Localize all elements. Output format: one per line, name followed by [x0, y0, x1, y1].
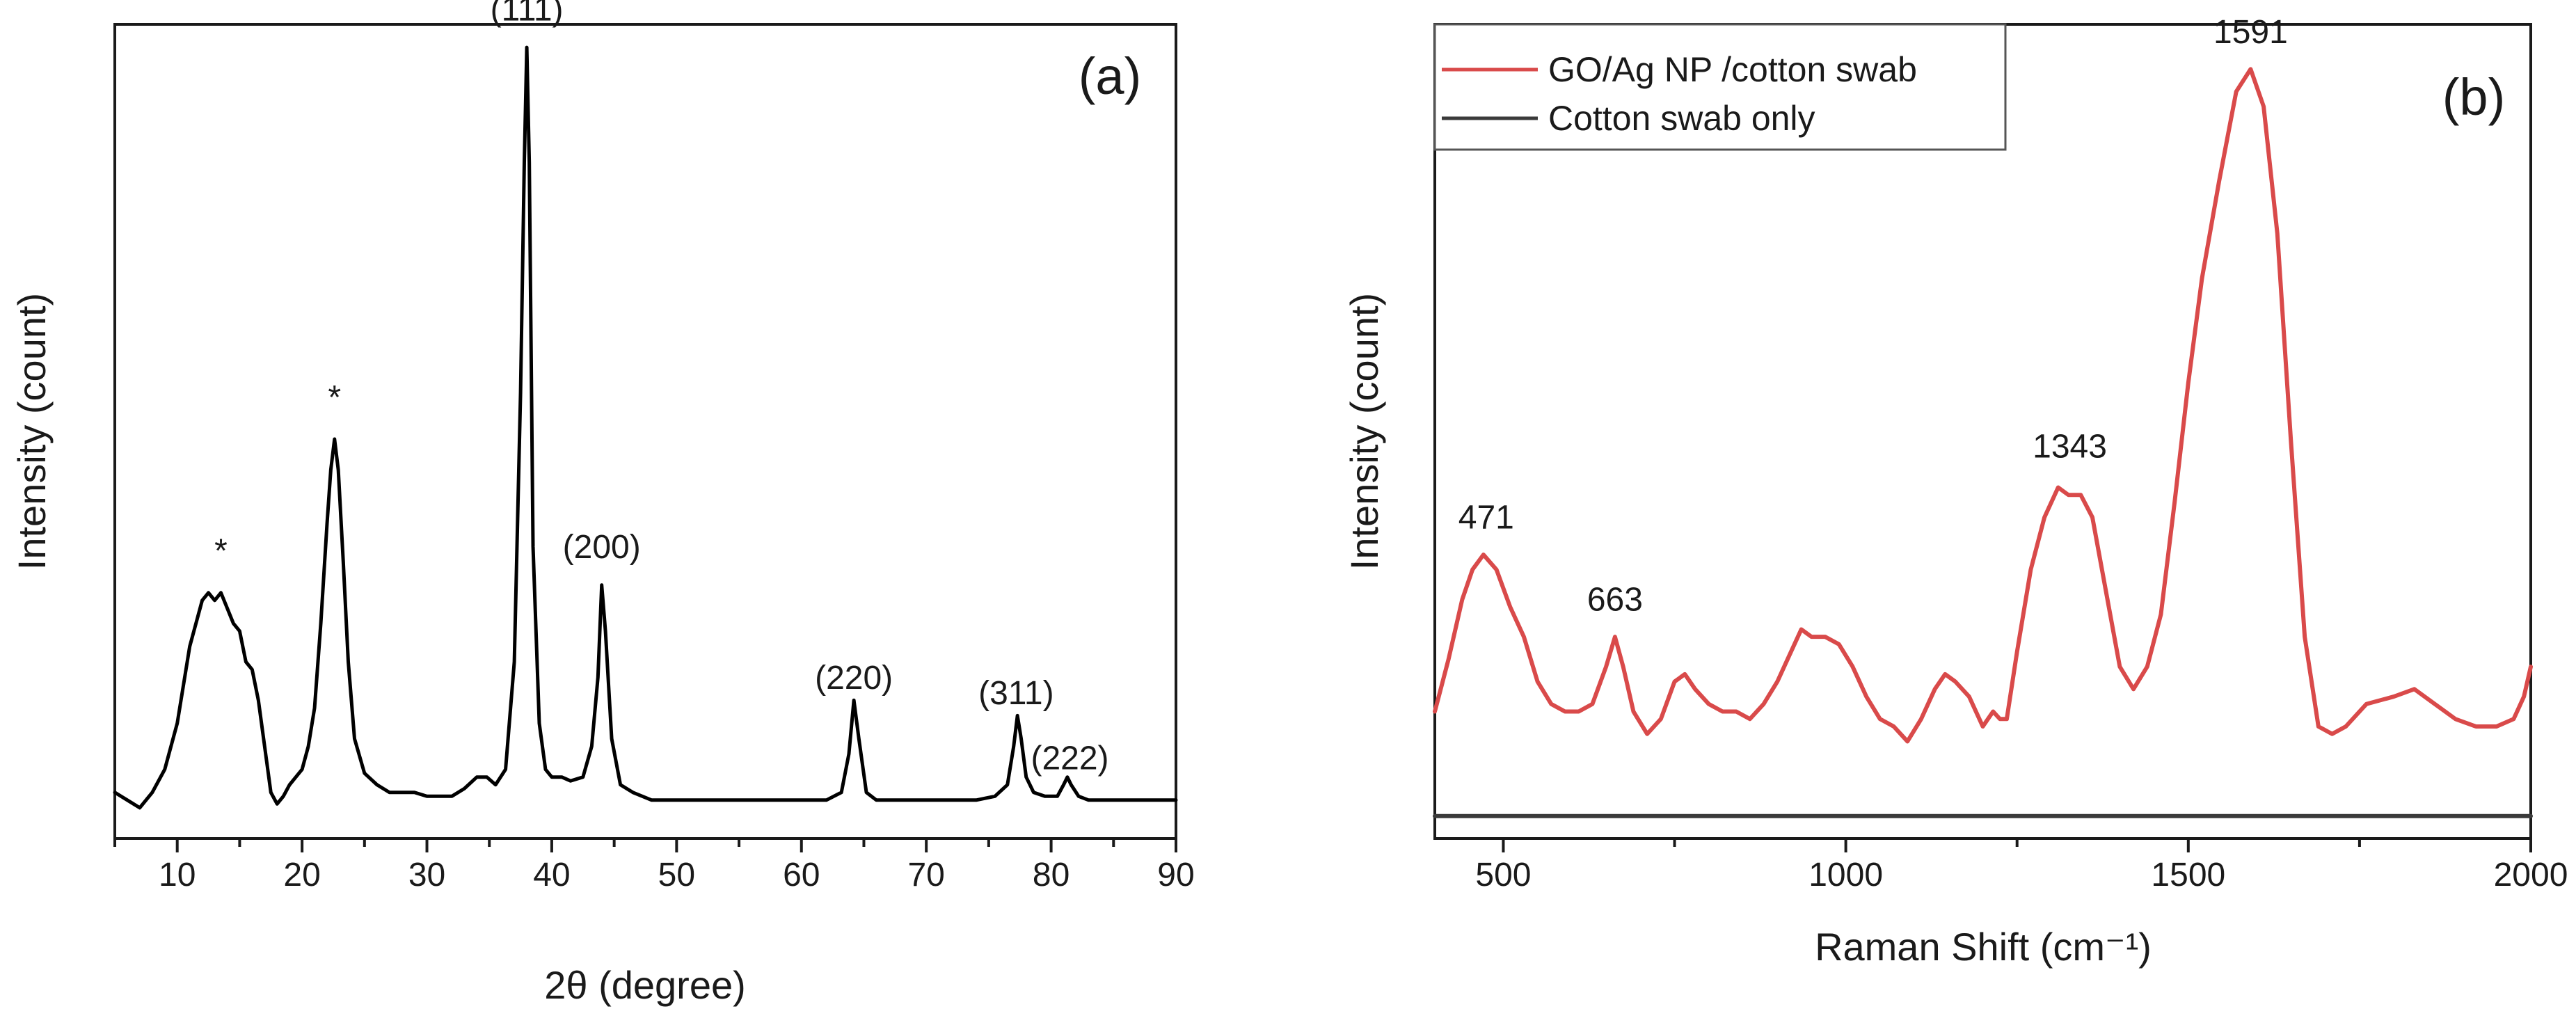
x-tick-label: 2000 — [2494, 857, 2568, 893]
series-line-1 — [1433, 67, 2533, 744]
legend-box — [1433, 23, 2007, 151]
peak-label: (111) — [491, 0, 564, 28]
raman-chart-panel: (b) Intensity (count) Raman Shift (cm⁻¹)… — [1342, 14, 2568, 969]
y-axis-title: Intensity (count) — [10, 293, 54, 570]
peak-label: (222) — [1031, 740, 1108, 777]
x-tick-label: 70 — [907, 857, 944, 893]
x-axis-title-main: Raman Shift (cm⁻¹) — [1815, 925, 2152, 969]
panel-label: (b) — [2442, 68, 2505, 126]
x-tick-label: 60 — [783, 857, 820, 893]
peak-annotations: 471 663 1343 1591 — [1458, 14, 2288, 619]
y-axis-title: Intensity (count) — [1342, 293, 1386, 570]
x-tick-label: 10 — [159, 857, 196, 893]
peak-label: 1591 — [2213, 14, 2288, 51]
peak-label: 1343 — [2033, 429, 2107, 466]
x-tick-label: 1500 — [2151, 857, 2225, 893]
x-tick-label: 1000 — [1808, 857, 1883, 893]
series-line-1 — [113, 45, 1178, 810]
peak-label: * — [328, 379, 341, 416]
legend-label-cotton: Cotton swab only — [1548, 99, 1815, 138]
peak-label: 663 — [1587, 582, 1643, 619]
x-axis-ticks: 10 20 30 40 50 60 70 80 90 — [113, 839, 1195, 893]
series-layer — [1433, 67, 2533, 818]
x-tick-label: 50 — [658, 857, 695, 893]
x-tick-label: 40 — [533, 857, 570, 893]
peak-label: (220) — [815, 660, 893, 697]
peak-annotations: * * (111) (200) (220) (311) (222) — [214, 0, 1108, 777]
panel-label: (a) — [1079, 47, 1141, 105]
plot-area-frame — [113, 23, 1177, 840]
peak-label: (200) — [563, 529, 641, 566]
x-axis-title: 2θ (degree) — [544, 963, 746, 1007]
x-axis-title: Raman Shift (cm⁻¹) — [1815, 925, 2152, 969]
x-tick-label: 20 — [283, 857, 320, 893]
x-tick-label: 80 — [1033, 857, 1070, 893]
legend: GO/Ag NP /cotton swab Cotton swab only — [1433, 23, 2007, 151]
legend-label-go-ag: GO/Ag NP /cotton swab — [1548, 50, 1917, 89]
peak-label: 471 — [1458, 500, 1514, 537]
x-tick-label: 30 — [408, 857, 445, 893]
peak-label: (311) — [978, 675, 1054, 712]
x-axis-ticks: 500 1000 1500 2000 — [1475, 839, 2568, 893]
x-tick-label: 90 — [1157, 857, 1194, 893]
xrd-chart-panel: (a) Intensity (count) 2θ (degree) 10 20 30… — [10, 0, 1195, 1007]
peak-label: * — [214, 533, 228, 570]
series-layer — [113, 45, 1178, 810]
x-tick-label: 500 — [1475, 857, 1531, 893]
